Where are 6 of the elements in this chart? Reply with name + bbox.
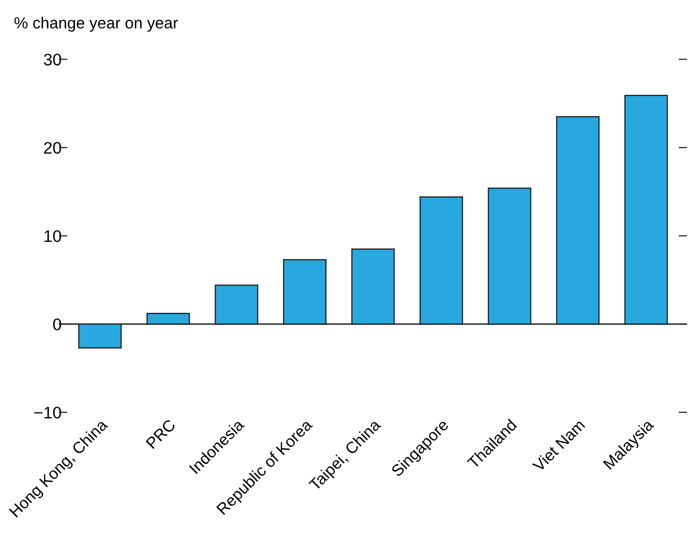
y-tick-label: 20 <box>44 142 62 154</box>
y-axis-title: % change year on year <box>14 16 178 32</box>
y-tick-label: −10 <box>34 406 62 419</box>
y-tick-label: 10 <box>44 230 62 242</box>
y-tick-label: 0 <box>53 318 62 330</box>
y-tick-label: 30 <box>44 54 62 66</box>
